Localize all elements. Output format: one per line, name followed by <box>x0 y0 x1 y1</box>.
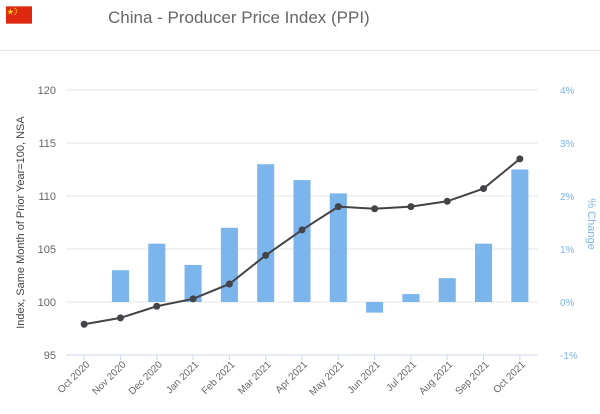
line-point <box>516 155 524 163</box>
y2-axis-title: % Change <box>585 198 597 249</box>
x-tick-label: Feb 2021 <box>200 359 238 397</box>
line-point <box>334 203 342 211</box>
line-point <box>407 203 415 211</box>
bar <box>329 193 347 302</box>
line-point <box>262 251 270 259</box>
bar <box>111 270 129 302</box>
bar <box>220 227 238 302</box>
bar <box>511 169 529 302</box>
y2-tick-label: -1% <box>560 351 578 362</box>
line-point <box>189 295 197 303</box>
line-point <box>153 302 161 310</box>
x-tick-label: Dec 2020 <box>127 359 165 397</box>
bar <box>148 243 166 302</box>
x-tick-label: Oct 2021 <box>491 359 528 396</box>
x-tick-label: May 2021 <box>308 359 347 398</box>
line-point <box>443 197 451 205</box>
x-tick-label: Apr 2021 <box>274 359 311 396</box>
bar <box>438 278 456 302</box>
x-tick-label: Aug 2021 <box>417 359 455 397</box>
y-tick-label: 110 <box>38 191 56 203</box>
bar <box>402 294 420 302</box>
line-point <box>116 314 124 322</box>
bar <box>366 302 384 313</box>
x-tick-label: Nov 2020 <box>91 359 129 397</box>
x-tick-label: Jun 2021 <box>346 359 383 396</box>
bar <box>475 243 493 302</box>
chart-title: China - Producer Price Index (PPI) <box>108 8 370 27</box>
bar <box>184 264 202 302</box>
y2-tick-label: 2% <box>560 192 575 203</box>
y2-tick-label: 0% <box>560 298 575 309</box>
y2-tick-label: 4% <box>560 86 575 97</box>
line-point <box>480 185 488 193</box>
chart-header: China - Producer Price Index (PPI) <box>0 0 600 51</box>
line-point <box>371 205 379 213</box>
y-axis-title: Index, Same Month of Prior Year=100, NSA <box>15 116 27 329</box>
y-tick-label: 120 <box>38 85 56 97</box>
y2-tick-label: 3% <box>560 139 575 150</box>
bar-series <box>111 164 529 313</box>
line-point <box>225 280 233 288</box>
y-tick-label: 105 <box>38 244 56 256</box>
china-flag-icon <box>6 6 32 24</box>
line-point <box>80 320 88 328</box>
x-tick-label: Mar 2021 <box>236 359 274 397</box>
y-tick-label: 95 <box>44 350 56 362</box>
y-tick-label: 100 <box>38 297 56 309</box>
x-tick-label: Jul 2021 <box>385 359 420 394</box>
y-tick-label: 115 <box>38 138 56 150</box>
line-series <box>80 155 524 328</box>
x-tick-label: Oct 2020 <box>56 359 93 396</box>
x-tick-label: Jan 2021 <box>164 359 201 396</box>
bar <box>257 164 275 302</box>
bar <box>293 180 311 302</box>
line-point <box>298 226 306 234</box>
x-tick-label: Sep 2021 <box>454 359 492 397</box>
y2-tick-label: 1% <box>560 245 575 256</box>
